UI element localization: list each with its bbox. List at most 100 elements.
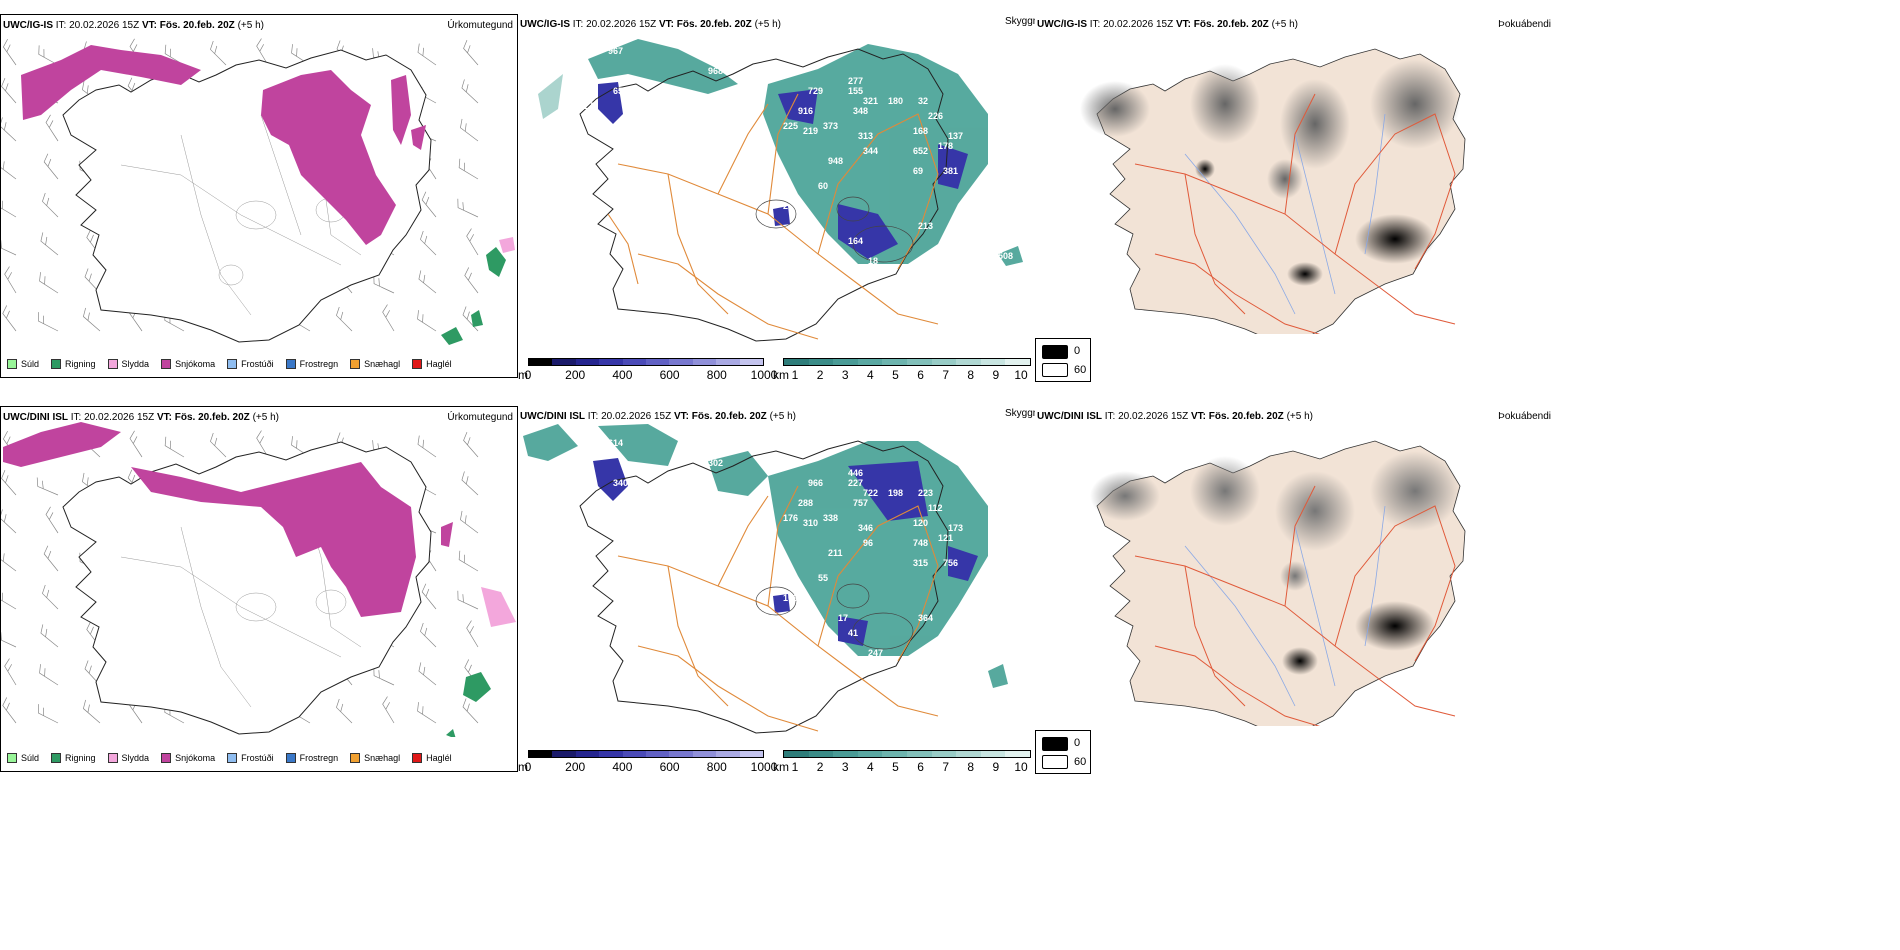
legend-label: Frostúði <box>241 753 274 763</box>
ceiling-value-label: 652 <box>913 146 928 156</box>
colorbar-segment <box>552 751 576 757</box>
ceiling-value-label: 211 <box>828 548 843 558</box>
colorbar-strip <box>528 750 764 758</box>
ceiling-value-label: 344 <box>863 146 878 156</box>
colorbar-unit: m <box>518 760 528 774</box>
ceiling-value-label: 213 <box>918 221 933 231</box>
legend-item: Súld <box>7 753 39 763</box>
colorbar-segment <box>980 359 1006 365</box>
colorbar-segment <box>739 751 764 757</box>
colorbar-tick: 1 <box>791 760 799 774</box>
legend-label: Frostregn <box>299 359 339 369</box>
legend-label: Frostúði <box>241 359 274 369</box>
colorbar-unit: m <box>518 368 528 382</box>
black-label: 0 <box>1074 737 1081 749</box>
legend-swatch <box>51 359 62 369</box>
ceiling-value-label: 109 <box>783 593 798 603</box>
colorbar-segment <box>980 751 1006 757</box>
legend-item: Snæhagl <box>350 753 400 763</box>
colorbar-segment <box>808 359 834 365</box>
ceiling-value-label: 756 <box>943 558 958 568</box>
legend-label: Rigning <box>65 753 96 763</box>
colorbar-segment <box>692 751 717 757</box>
legend-swatch <box>7 359 17 369</box>
colorbar-tick: 5 <box>892 760 899 774</box>
legend-item: Rigning <box>51 753 96 763</box>
ceiling-visibility-panel-top: UWC/IG-IS IT: 20.02.2026 15Z VT: Fös. 20… <box>518 14 1041 382</box>
ceiling-colorbar: m 0 200 400 600 800 1000 <box>518 358 777 382</box>
colorbar-unit: km <box>773 368 789 382</box>
panel-title: Þokuábendi <box>1498 19 1551 30</box>
legend-item: Súld <box>7 359 39 369</box>
fog-panel-top: UWC/IG-IS IT: 20.02.2026 15Z VT: Fös. 20… <box>1035 14 1555 334</box>
ceiling-visibility-panel-bottom: UWC/DINI ISL IT: 20.02.2026 15Z VT: Fös.… <box>518 406 1041 774</box>
ceiling-value-label: 381 <box>943 166 958 176</box>
colorbar-segment <box>552 359 576 365</box>
legend-swatch <box>51 753 62 763</box>
legend-swatch <box>107 359 118 369</box>
legend-label: Slydda <box>121 359 150 369</box>
colorbar-segment <box>833 359 858 365</box>
panel-title: Úrkomutegund <box>447 20 513 31</box>
ceiling-value-label: 17 <box>838 613 848 623</box>
legend-label: Frostregn <box>299 753 339 763</box>
ceiling-value-label: 32 <box>918 96 928 106</box>
legend-item: Snjókoma <box>161 753 215 763</box>
colorbar-segment <box>669 751 693 757</box>
colorbar-segment <box>739 359 764 365</box>
colorbar-segment <box>906 359 932 365</box>
ceiling-value-label: 178 <box>938 141 953 151</box>
ceiling-value-label: 614 <box>608 438 623 448</box>
panel-header: UWC/DINI ISL IT: 20.02.2026 15Z VT: Fös.… <box>1037 411 1313 422</box>
legend-item: Haglél <box>412 359 452 369</box>
colorbar-segment <box>931 359 957 365</box>
legend-item: Frostregn <box>285 753 339 763</box>
colorbar-segment <box>857 359 883 365</box>
legend-label: Haglél <box>426 753 452 763</box>
ceiling-value-label: 315 <box>913 558 928 568</box>
legend-swatch <box>227 753 238 763</box>
colorbar-segment <box>784 359 809 365</box>
colorbar-tick: 9 <box>992 368 1000 382</box>
colorbar-segment <box>575 359 600 365</box>
ceiling-value-label: 18 <box>868 256 878 266</box>
colorbar-segment <box>575 751 600 757</box>
colorbar-tick: 6 <box>917 368 924 382</box>
colorbar-tick: 6 <box>917 760 924 774</box>
ceiling-visibility-map: 967 968 65 116 317 225 729 916 219 373 948 155 348 31… <box>538 39 1023 342</box>
legend-swatch <box>350 359 361 369</box>
panel-header: UWC/IG-IS IT: 20.02.2026 15Z VT: Fös. 20… <box>520 19 781 30</box>
ceiling-value-label: 41 <box>848 628 858 638</box>
ceiling-value-label: 348 <box>853 106 868 116</box>
ceiling-value-label: 225 <box>783 121 798 131</box>
colorbar-segment <box>716 359 740 365</box>
ceiling-value-label: 338 <box>823 513 838 523</box>
colorbar-tick: 10 <box>1014 368 1028 382</box>
ceiling-value-label: 364 <box>918 613 933 623</box>
colorbar-tick: 400 <box>612 368 633 382</box>
fog-panel-bottom: UWC/DINI ISL IT: 20.02.2026 15Z VT: Fös.… <box>1035 406 1555 726</box>
ceiling-value-label: 357 <box>638 518 653 528</box>
ceiling-value-label: 722 <box>863 488 878 498</box>
legend-item: Haglél <box>412 753 452 763</box>
colorbar-tick: 800 <box>706 760 727 774</box>
colorbar-tick: 9 <box>992 760 1000 774</box>
ceiling-value-label: 96 <box>863 538 873 548</box>
black-swatch <box>1042 345 1068 359</box>
legend-swatch <box>7 753 17 763</box>
colorbar-tick: 2 <box>816 760 824 774</box>
legend-swatch <box>285 753 296 763</box>
legend-item: Frostregn <box>285 359 339 369</box>
colorbar-tick: 200 <box>565 760 586 774</box>
colorbar-tick: 7 <box>942 368 949 382</box>
colorbar-tick: 400 <box>612 760 633 774</box>
colorbar-strip <box>783 358 1031 366</box>
ceiling-value-label: 155 <box>848 86 863 96</box>
colorbar-tick: 10 <box>1014 760 1028 774</box>
precip-legend: Súld Rigning Slydda Snjókoma Frostúði Frostre… <box>7 753 452 763</box>
ceiling-value-label: 340 <box>613 478 628 488</box>
ceiling-value-label: 226 <box>928 111 943 121</box>
legend-label: Súld <box>21 359 40 369</box>
colorbar-segment <box>808 751 834 757</box>
colorbar-segment <box>857 751 883 757</box>
